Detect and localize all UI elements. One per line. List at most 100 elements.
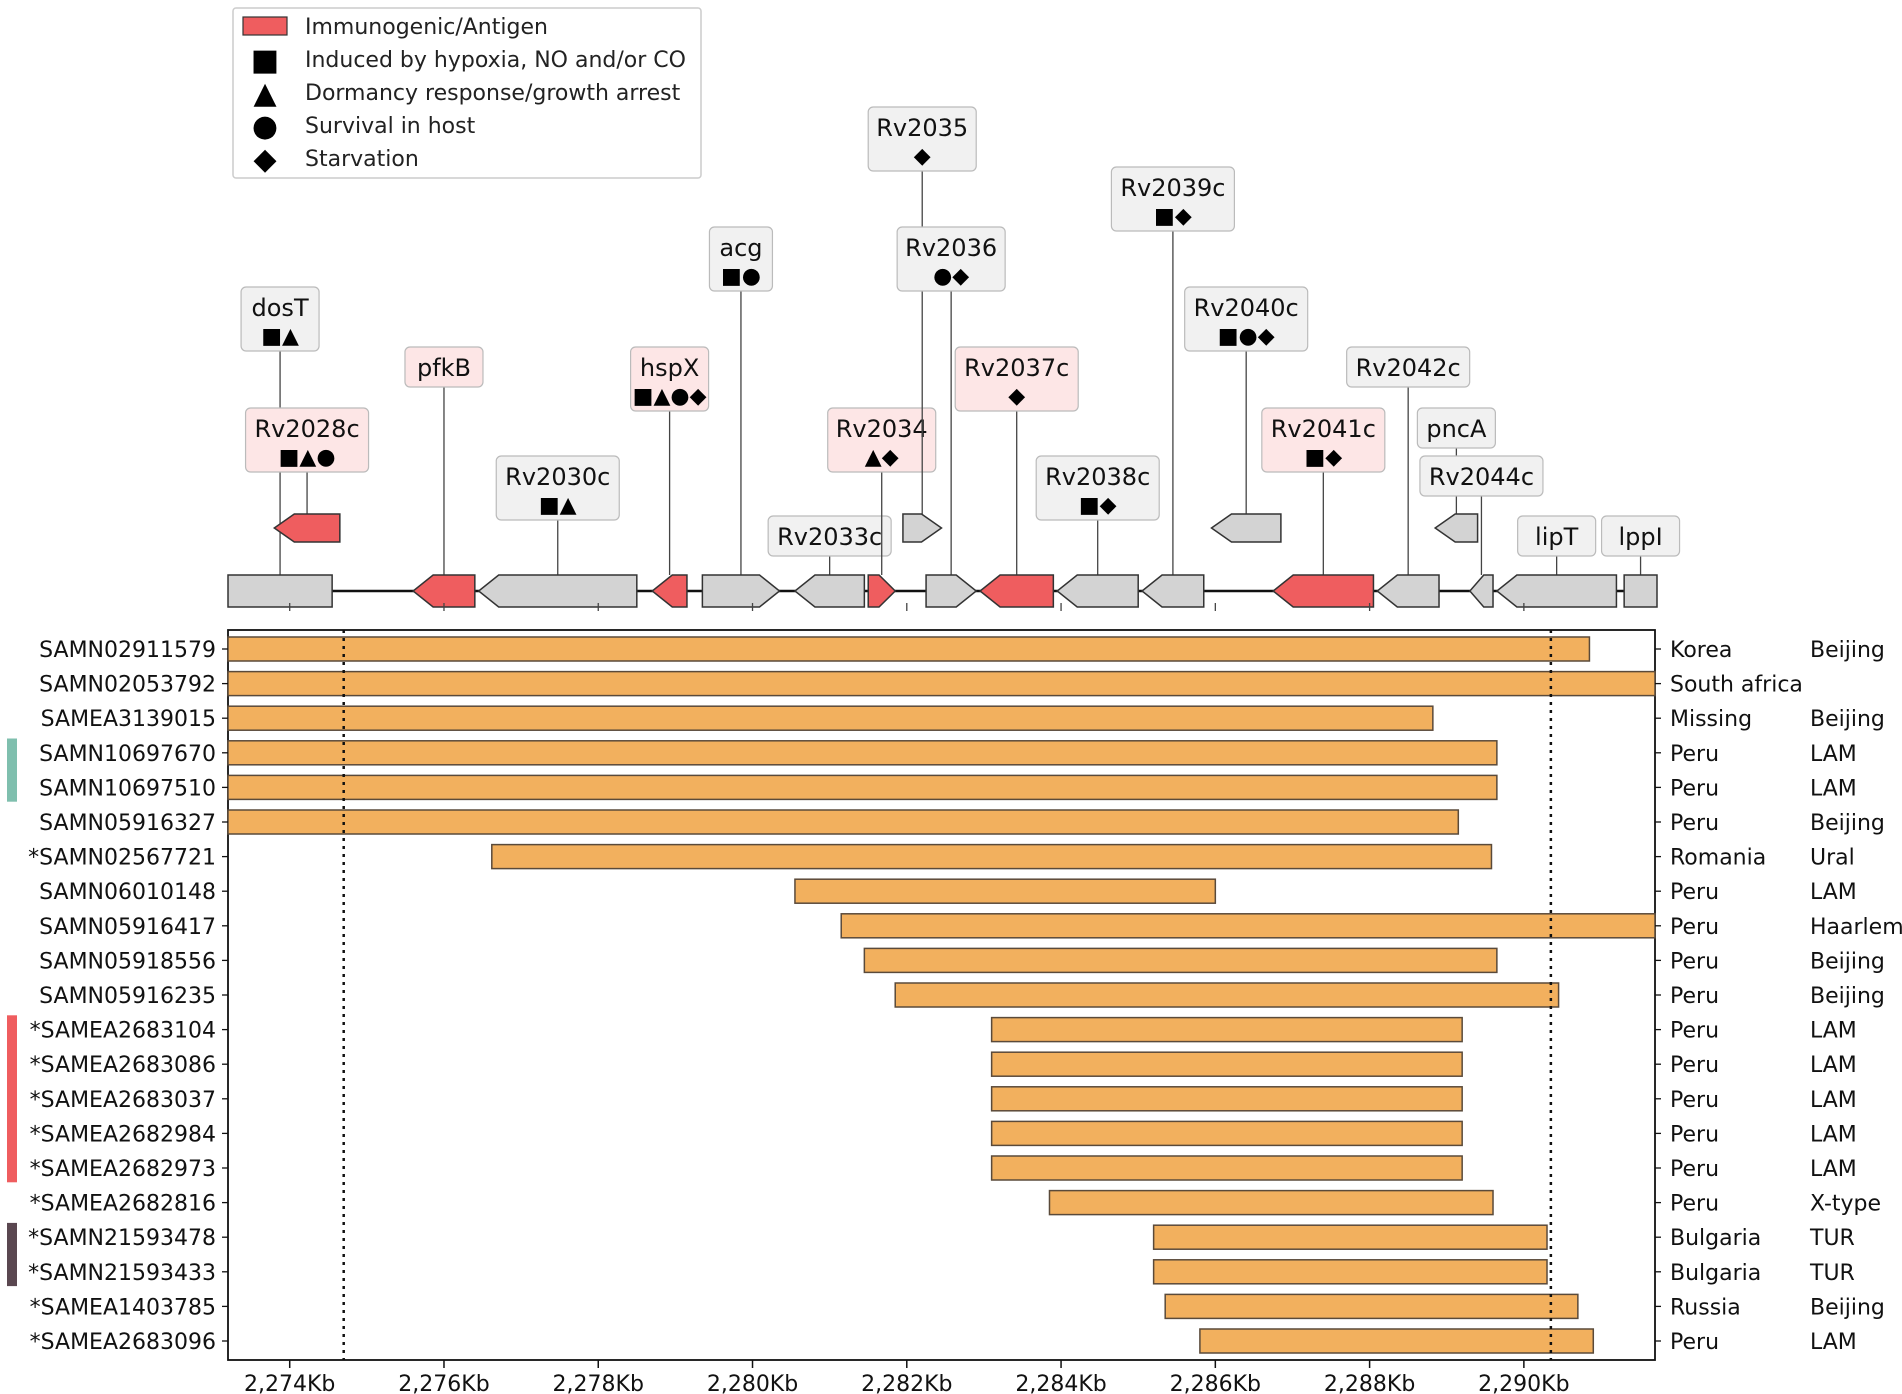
deletion-bar-samea2682984: [990, 1120, 1463, 1147]
gene-dost: [227, 574, 333, 608]
legend-antigen-swatch: [242, 16, 288, 36]
deletion-bar-samn21593433: [1152, 1259, 1548, 1285]
deletion-bar-samea2683086: [990, 1051, 1463, 1077]
gene-label-lipt: lipT: [1535, 523, 1579, 551]
legend-label-dormancy-response-growth-arrest: Dormancy response/growth arrest: [305, 81, 681, 106]
legend-symbol: ●: [252, 109, 278, 144]
gene-symbols: ◆: [914, 144, 931, 169]
gene-label-rv2028c: Rv2028c: [254, 415, 359, 443]
gene-rv2035: [902, 513, 943, 543]
deletion-bar-samn06010148: [794, 878, 1217, 904]
gene-symbols: ■▲: [261, 324, 299, 349]
legend-label-survival-in-host: Survival in host: [305, 114, 476, 139]
gene-label-box: [867, 106, 977, 172]
x-axis: 2,274Kb 2,276Kb 2,278Kb 2,280Kb 2,282Kb 2,284…: [244, 1360, 1570, 1394]
lineage-label: LAM: [1810, 880, 1857, 905]
x-tick-label: 2,290Kb: [1478, 1372, 1569, 1394]
gene-label-rv2033c: Rv2033c: [777, 523, 882, 551]
gene-acg: [701, 574, 781, 608]
cluster-bar: [7, 738, 17, 802]
deletion-bar-samn02567721: [491, 843, 1493, 870]
gene-label-rv2034: Rv2034: [836, 415, 928, 443]
gene-label-box: [1110, 166, 1236, 232]
gene-symbols: ■◆: [1154, 204, 1192, 229]
gene-label-box: [1346, 346, 1471, 388]
gene-rv2028c: [272, 513, 341, 543]
gene-symbols: ■●◆: [1218, 324, 1275, 349]
gene-pnca: [1433, 513, 1479, 543]
lineage-label: Beijing: [1810, 1295, 1885, 1320]
deletion-bar-samn05916235: [894, 982, 1560, 1008]
isolate-label-samea2682816: *SAMEA2682816: [30, 1192, 216, 1217]
deletion-bar-samn05916327: [227, 809, 1460, 835]
deletion-bar-samea1403785: [1164, 1293, 1579, 1320]
lineage-label: LAM: [1810, 1088, 1857, 1113]
gene-symbols: ■◆: [1304, 445, 1342, 470]
x-tick-label: 2,284Kb: [1015, 1372, 1106, 1394]
country-label: Peru: [1670, 776, 1719, 801]
deletion-bar-samn02053792: [227, 670, 1656, 697]
gene-label-box: [1416, 407, 1496, 449]
gene-label-lppi: lppI: [1618, 523, 1662, 551]
gene-track: [227, 513, 1658, 611]
isolate-label-samn05916327: SAMN05916327: [39, 811, 216, 836]
gene-label-rv2039c: Rv2039c: [1120, 174, 1225, 202]
gene-rv2034: [867, 574, 897, 608]
isolate-label-samn05918556: SAMN05918556: [39, 949, 216, 974]
isolate-label-samn21593478: *SAMN21593478: [28, 1226, 216, 1251]
deletion-bar-samea2683037: [990, 1086, 1463, 1112]
deletion-plot: SAMN02911579 Korea Beijing SAMN02053792 Sout…: [7, 629, 1902, 1361]
gene-label-rv2035: Rv2035: [876, 114, 968, 142]
isolate-label-samea2683104: *SAMEA2683104: [30, 1019, 216, 1044]
isolate-label-samea2682973: *SAMEA2682973: [30, 1157, 216, 1182]
lineage-label: Ural: [1810, 846, 1855, 871]
lineage-label: LAM: [1810, 1019, 1857, 1044]
isolate-label-samn02567721: *SAMN02567721: [28, 846, 216, 871]
lineage-label: LAM: [1810, 1330, 1857, 1355]
country-label: Peru: [1670, 984, 1719, 1009]
gene-rv2044c: [1468, 574, 1494, 608]
deletion-bar-samn02911579: [227, 636, 1591, 662]
country-label: Peru: [1670, 1053, 1719, 1078]
isolate-label-samea3139015: SAMEA3139015: [41, 707, 216, 732]
gene-label-acg: acg: [719, 234, 762, 262]
gene-symbols: ●◆: [933, 264, 969, 289]
gene-lipt: [1495, 574, 1618, 608]
country-label: Peru: [1670, 811, 1719, 836]
gene-hspx: [651, 574, 688, 608]
gene-symbols: ■▲●◆: [633, 384, 707, 409]
lineage-label: LAM: [1810, 742, 1857, 767]
gene-rv2038c: [1055, 574, 1139, 608]
gene-rv2041c: [1271, 574, 1375, 608]
lineage-label: Beijing: [1810, 638, 1885, 663]
country-label: Peru: [1670, 915, 1719, 940]
deletion-bar-samn10697510: [227, 774, 1498, 801]
lineage-label: Beijing: [1810, 707, 1885, 732]
country-label: Bulgaria: [1670, 1261, 1761, 1286]
deletion-bar-samea2682973: [990, 1155, 1463, 1181]
x-tick-label: 2,276Kb: [398, 1372, 489, 1394]
isolate-label-samea2683037: *SAMEA2683037: [30, 1088, 216, 1113]
isolate-label-samn02053792: SAMN02053792: [39, 673, 216, 698]
isolate-label-samn06010148: SAMN06010148: [39, 880, 216, 905]
deletion-bar-samn21593478: [1152, 1224, 1548, 1250]
legend: Immunogenic/Antigen ■ Induced by hypoxia, …: [232, 7, 702, 179]
gene-rv2030c: [477, 574, 638, 608]
deletion-bar-samn10697670: [227, 740, 1498, 766]
deletion-bar-samn05916417: [840, 913, 1656, 939]
gene-label-rv2040c: Rv2040c: [1194, 294, 1299, 322]
gene-symbols: ■●: [721, 264, 761, 289]
lineage-label: LAM: [1810, 1053, 1857, 1078]
country-label: Peru: [1670, 1122, 1719, 1147]
gene-rv2042c: [1376, 574, 1440, 608]
gene-rv2036: [925, 574, 978, 608]
gene-label-pnca: pncA: [1426, 415, 1487, 443]
gene-rv2037c: [978, 574, 1055, 608]
lineage-label: X-type: [1810, 1192, 1881, 1217]
x-tick-label: 2,280Kb: [707, 1372, 798, 1394]
gene-label-box: [827, 407, 937, 473]
gene-label-rv2042c: Rv2042c: [1356, 354, 1461, 382]
cluster-bar: [7, 1015, 17, 1183]
lineage-label: LAM: [1810, 1122, 1857, 1147]
gene-label-box: [708, 226, 774, 292]
